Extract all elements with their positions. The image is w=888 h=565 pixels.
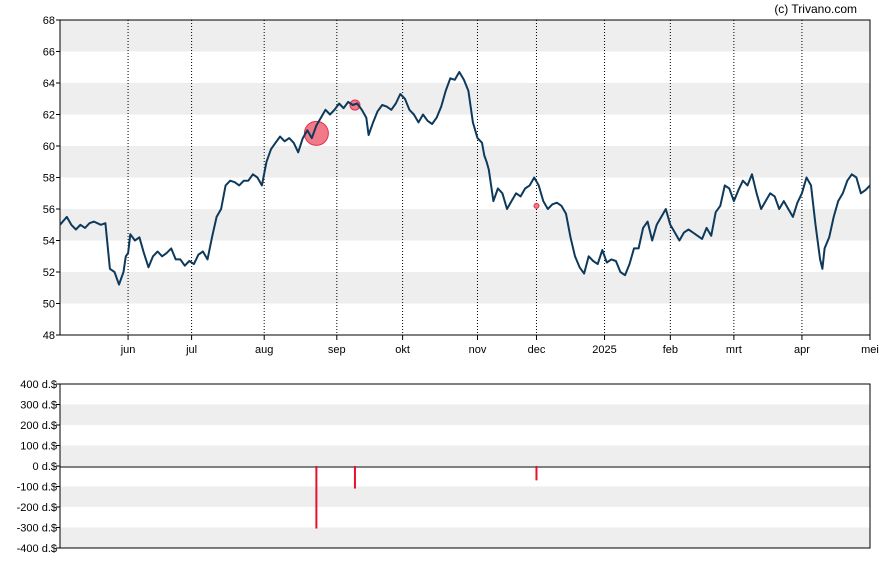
grid-band [60, 83, 870, 115]
x-tick-label: 2025 [592, 344, 616, 356]
y-tick-label: 100 d.$ [20, 441, 57, 453]
x-tick-label: okt [395, 344, 410, 356]
y-tick-label: 60 [43, 141, 55, 153]
y-tick-label: 54 [43, 236, 55, 248]
x-tick-label: aug [255, 344, 273, 356]
y-tick-label: 300 d.$ [20, 400, 57, 412]
price-line [59, 71, 871, 286]
grid-band [60, 146, 870, 178]
y-tick-label: -400 d.$ [17, 543, 57, 555]
y-tick-label: 50 [43, 299, 55, 311]
x-tick-label: sep [328, 344, 346, 356]
grid-band [60, 486, 870, 507]
x-tick-label: feb [663, 344, 678, 356]
x-tick-label: dec [528, 344, 546, 356]
y-tick-label: 52 [43, 267, 55, 279]
price-grid-bands [60, 20, 870, 304]
price-y-axis: 48 50 52 54 56 58 60 62 64 66 68 [43, 15, 60, 342]
event-marker [533, 202, 540, 209]
grid-band [60, 527, 870, 548]
x-tick-label: mrt [726, 344, 742, 356]
y-tick-label: -200 d.$ [17, 502, 57, 514]
y-tick-label: -100 d.$ [17, 482, 57, 494]
x-tick-label: nov [469, 344, 487, 356]
x-tick-label: jun [120, 344, 136, 356]
y-tick-label: 62 [43, 110, 55, 122]
x-tick-label: apr [794, 344, 810, 356]
grid-band [60, 272, 870, 304]
y-tick-label: 200 d.$ [20, 420, 57, 432]
y-tick-label: 56 [43, 204, 55, 216]
volume-panel: 400 d.$ 300 d.$ 200 d.$ 100 d.$ 0 d.$ -100 d.… [17, 379, 871, 555]
grid-band [60, 404, 870, 425]
y-tick-label: 64 [43, 78, 55, 90]
price-x-axis: jun jul aug sep okt nov dec 2025 feb mrt apr mei [120, 335, 879, 356]
price-series [59, 71, 871, 286]
x-tick-label: mei [861, 344, 879, 356]
y-tick-label: 58 [43, 173, 55, 185]
grid-band [60, 445, 870, 466]
y-tick-label: -300 d.$ [17, 523, 57, 535]
x-tick-label: jul [185, 344, 197, 356]
y-tick-label: 400 d.$ [20, 379, 57, 391]
volume-y-axis: 400 d.$ 300 d.$ 200 d.$ 100 d.$ 0 d.$ -100 d.… [17, 379, 60, 555]
credit-label: (c) Trivano.com [774, 2, 857, 16]
grid-band [60, 20, 870, 52]
volume-bars [315, 466, 538, 529]
grid-band [60, 209, 870, 241]
y-tick-label: 68 [43, 15, 55, 27]
y-tick-label: 0 d.$ [33, 461, 57, 473]
volume-grid-bands [60, 404, 870, 548]
price-panel: 48 50 52 54 56 58 60 62 64 66 68 jun jul aug sep okt no… [43, 15, 879, 356]
y-tick-label: 48 [43, 330, 55, 342]
y-tick-label: 66 [43, 47, 55, 59]
